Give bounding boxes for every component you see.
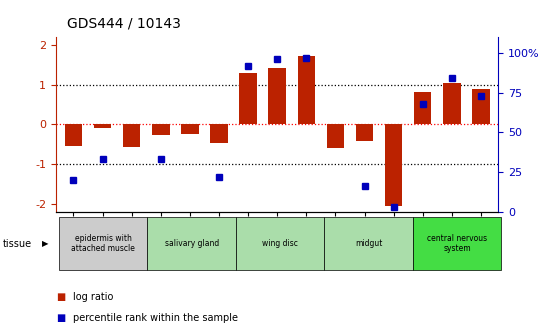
Bar <box>268 68 286 124</box>
Bar <box>239 74 257 124</box>
Bar <box>123 124 141 148</box>
Text: midgut: midgut <box>355 239 382 248</box>
Text: ▶: ▶ <box>42 239 49 248</box>
Text: wing disc: wing disc <box>262 239 298 248</box>
Bar <box>297 56 315 124</box>
Bar <box>472 89 489 124</box>
Bar <box>94 124 111 128</box>
Text: ■: ■ <box>56 312 66 323</box>
Text: percentile rank within the sample: percentile rank within the sample <box>73 312 238 323</box>
Bar <box>385 124 402 206</box>
Text: salivary gland: salivary gland <box>165 239 219 248</box>
Bar <box>356 124 374 141</box>
Bar <box>152 124 170 135</box>
Bar <box>65 124 82 146</box>
Text: GDS444 / 10143: GDS444 / 10143 <box>67 16 181 30</box>
Text: central nervous
system: central nervous system <box>427 234 487 253</box>
Text: log ratio: log ratio <box>73 292 113 302</box>
Text: tissue: tissue <box>3 239 32 249</box>
Text: epidermis with
attached muscle: epidermis with attached muscle <box>71 234 135 253</box>
Bar <box>181 124 199 134</box>
Bar <box>326 124 344 148</box>
Bar <box>443 83 460 124</box>
Bar <box>210 124 228 143</box>
Bar <box>414 92 431 124</box>
Text: ■: ■ <box>56 292 66 302</box>
